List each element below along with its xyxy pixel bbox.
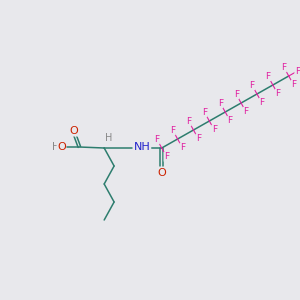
Text: H: H [106,133,113,143]
Text: F: F [154,135,159,144]
Text: F: F [281,63,286,72]
Text: NH: NH [134,142,151,152]
Text: F: F [212,125,217,134]
Text: F: F [164,152,169,161]
Text: F: F [243,107,248,116]
Text: F: F [295,67,300,76]
Text: F: F [218,99,223,108]
Text: F: F [202,108,207,117]
Text: F: F [250,81,255,90]
Text: F: F [266,72,271,81]
Text: F: F [196,134,201,143]
Text: F: F [259,98,264,107]
Text: F: F [186,117,191,126]
Text: F: F [275,89,280,98]
Text: F: F [291,80,296,89]
Text: O: O [69,126,78,136]
Text: H: H [52,142,59,152]
Text: F: F [234,90,239,99]
Text: F: F [180,143,185,152]
Text: O: O [57,142,66,152]
Text: O: O [158,168,166,178]
Text: F: F [227,116,233,125]
Text: F: F [170,126,175,135]
